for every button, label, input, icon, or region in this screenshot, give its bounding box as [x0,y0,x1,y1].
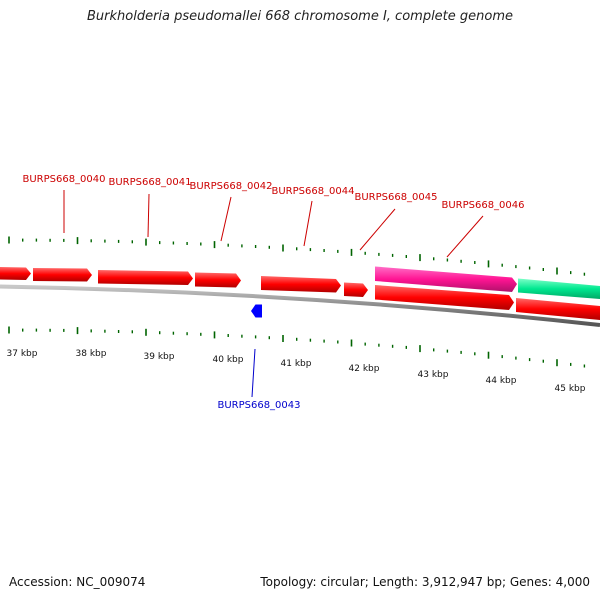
inner-tick-row [8,326,586,368]
gene-arrow-BURPS668-0045[interactable] [375,266,517,293]
scale-label: 44 kbp [486,376,517,386]
gene-label-BURPS668-0044[interactable]: BURPS668_0044 [271,186,354,197]
scale-label: 41 kbp [281,359,312,369]
gene-track [0,266,600,320]
genome-stats-text: Topology: circular; Length: 3,912,947 bp… [260,575,590,589]
gene-arrow-BURPS668-0043[interactable] [251,304,262,318]
scale-label: 38 kbp [76,349,107,359]
gene-label-BURPS668-0041[interactable]: BURPS668_0041 [108,177,191,188]
gene-arrow-BURPS668-0041[interactable] [98,270,193,285]
gene-arrow-BURPS668-0044[interactable] [261,276,341,293]
gene-label-BURPS668-0043[interactable]: BURPS668_0043 [217,400,300,411]
scale-label: 42 kbp [349,364,380,374]
scale-label: 39 kbp [144,352,175,362]
gene-label-BURPS668-0040[interactable]: BURPS668_0040 [22,174,105,185]
scale-label: 43 kbp [418,370,449,380]
forward-leader-lines [63,190,484,258]
accession-text: Accession: NC_009074 [9,575,146,589]
outer-tick-row [8,236,586,276]
chromosome-backbone [0,284,600,327]
scale-labels: 37 kbp 38 kbp 39 kbp 40 kbp 41 kbp 42 kb… [7,349,586,394]
gene-arrow[interactable] [0,267,31,280]
gene-label-BURPS668-0046[interactable]: BURPS668_0046 [441,200,524,211]
gene-arrow-BURPS668-0040[interactable] [33,268,92,282]
gene-arrow-BURPS668-0042[interactable] [195,272,241,288]
gene-arrow-BURPS668-0046[interactable] [518,278,600,300]
gene-label-BURPS668-0045[interactable]: BURPS668_0045 [354,192,437,203]
gene-label-BURPS668-0042[interactable]: BURPS668_0042 [189,181,272,192]
gene-arrow[interactable] [344,282,368,298]
scale-label: 40 kbp [213,355,244,365]
scale-label: 37 kbp [7,349,38,359]
forward-gene-labels: BURPS668_0040 BURPS668_0041 BURPS668_004… [22,174,524,211]
scale-label: 45 kbp [555,384,586,394]
gene-arrow[interactable] [375,285,514,310]
reverse-leader-line [251,348,256,398]
gene-arrow[interactable] [516,298,600,320]
genome-title: Burkholderia pseudomallei 668 chromosome… [86,9,514,24]
